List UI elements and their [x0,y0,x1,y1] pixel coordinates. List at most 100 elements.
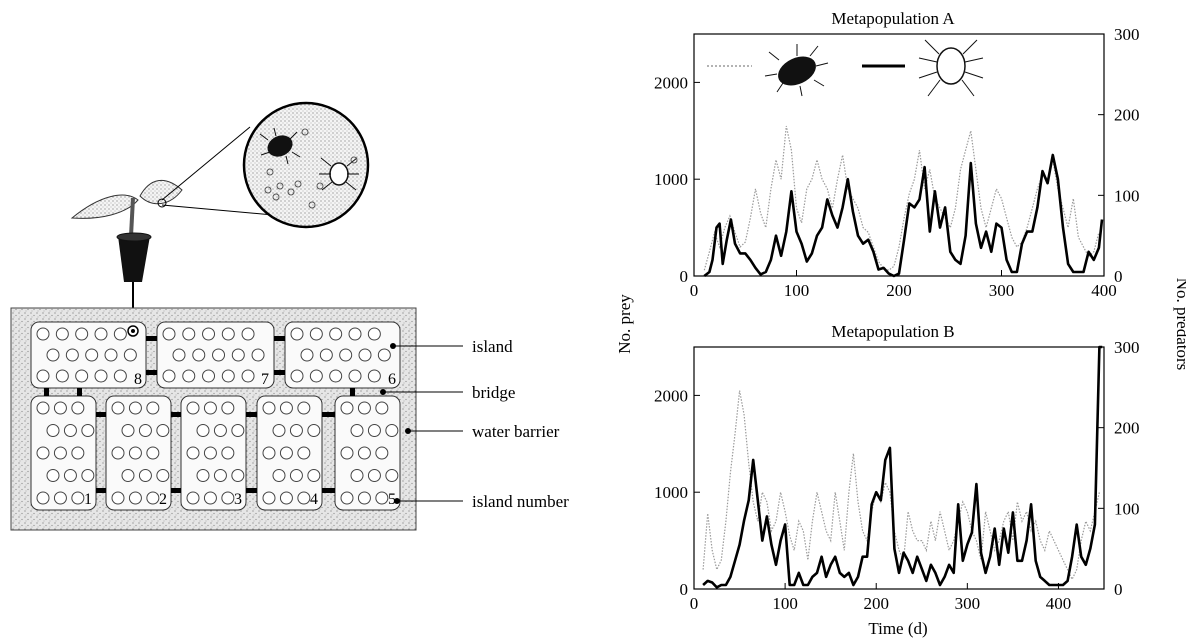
y-tick-label: 0 [680,580,689,599]
chart-metapopulation-a: Metapopulation A 0 100 200 300 4000100020000… [654,9,1140,300]
x-tick-label: 400 [1091,281,1117,300]
leaf-disc [53,491,67,505]
x-tick-label: 0 [690,281,699,300]
leaf-disc [340,401,354,415]
leaf-disc [46,469,60,482]
chart-metapopulation-b: Metapopulation B Time (d) 0 100 200 300 400 0… [654,322,1140,638]
y2-tick-label: 0 [1114,267,1123,286]
leaf-disc [251,348,265,362]
leaf-disc [203,491,217,505]
leaf-disc [221,327,235,341]
island-number-4: 4 [310,491,318,508]
leaf-disc [290,369,304,383]
chart-title: Metapopulation A [831,9,955,28]
leaf-disc [162,369,176,383]
y-tick-label: 1000 [654,483,688,502]
leaf-disc [367,327,381,341]
magnifier-icon [157,101,370,229]
island-number-5: 5 [388,491,396,508]
leaf-disc [182,369,196,383]
bridges [44,336,355,493]
x-tick-label: 400 [1046,594,1072,613]
y2-tick-label: 300 [1114,338,1140,357]
leaf-disc [186,401,200,415]
leaf-disc [46,348,60,362]
island-number-7: 7 [261,371,269,388]
label-island: island [472,337,513,356]
leaf-disc [196,469,210,482]
leaf-disc [231,469,245,482]
leaf-disc [272,424,286,437]
y2-tick-label: 100 [1114,186,1140,205]
leaf-disc [329,327,343,341]
leaf-disc [203,446,217,460]
label-island-number: island number [472,492,569,511]
leaf-disc [65,348,79,362]
leaf-disc [272,469,286,482]
leaf-disc [262,401,276,415]
leaf-disc [113,369,127,383]
setup-diagram: 1 2 3 4 5 6 7 8 island bridge water barr… [10,101,569,531]
leaf-disc [279,491,293,505]
leaf-disc [377,348,391,362]
leaf-disc [357,401,371,415]
leaf-disc [71,491,85,505]
y2-tick-label: 100 [1114,499,1140,518]
y-tick-label: 1000 [654,170,688,189]
x-tick-label: 100 [784,281,810,300]
prey-mite-icon [764,44,829,97]
leaf-disc [221,491,235,505]
leaf-disc [309,369,323,383]
leaf-disc [94,369,108,383]
series-line-predators [702,345,1103,589]
leaf-disc [300,348,314,362]
leaf-disc [319,348,333,362]
leaf-disc [53,446,67,460]
leaf-disc [297,491,311,505]
leaf-disc [307,469,321,482]
leaf-disc [350,469,364,482]
leaf-disc [375,401,389,415]
leaf-disc [46,424,60,437]
leaf-disc [367,369,381,383]
x-tick-label: 100 [772,594,798,613]
leaf-disc [53,401,67,415]
leaf-disc [36,369,50,383]
leaf-disc [172,348,186,362]
leaf-disc [36,446,50,460]
island-number-2: 2 [159,491,167,508]
leaf-disc [121,424,135,437]
leaf-disc [385,424,399,437]
leaf-disc [367,424,381,437]
leaf-disc [128,401,142,415]
leaf-disc [340,491,354,505]
leaf-disc [202,369,216,383]
y2-tick-label: 0 [1114,580,1123,599]
leaf-disc [71,446,85,460]
leaf-disc [262,491,276,505]
leaf-disc [367,469,381,482]
leaf-disc [85,348,99,362]
predator-mite-icon [319,157,359,191]
x-tick-label: 200 [863,594,889,613]
leaf-disc [63,424,77,437]
leaf-disc [231,424,245,437]
island-number-6: 6 [388,371,396,388]
leaf-disc [111,491,125,505]
leaf-disc [221,401,235,415]
x-tick-label: 300 [955,594,981,613]
x-tick-label: 300 [989,281,1015,300]
leaf-disc [81,424,95,437]
series-line-prey [702,390,1100,581]
leaf-disc [221,369,235,383]
leaf-disc [146,446,160,460]
leaf-disc [146,401,160,415]
leaf-disc [104,348,118,362]
leaf-disc [375,446,389,460]
leaf-disc [55,369,69,383]
y-tick-label: 2000 [654,386,688,405]
plot-frame [693,33,1105,277]
leaf-disc [55,327,69,341]
island-number-3: 3 [234,491,242,508]
